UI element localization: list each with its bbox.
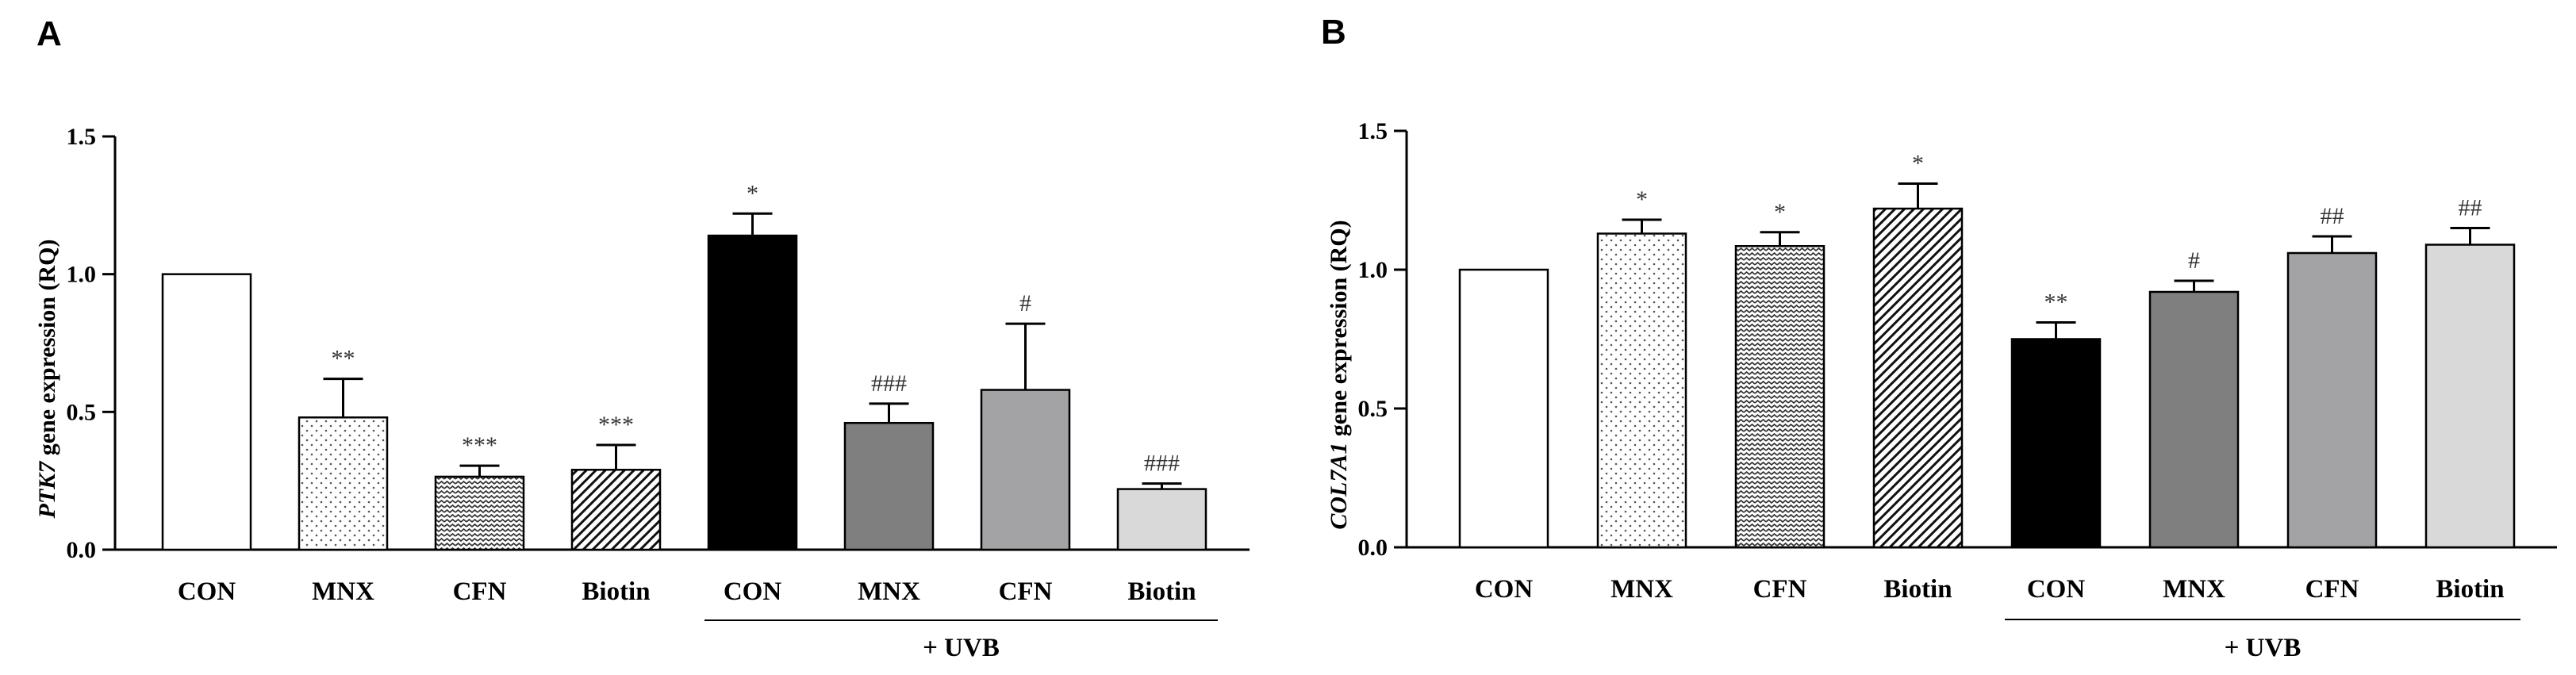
chart-b-y-axis-gene: COL7A1	[1326, 443, 1352, 530]
chart-a-category-label-1: MNX	[312, 577, 374, 606]
chart-a-y-axis-gene: PTK7	[34, 461, 60, 520]
chart-a-category-label-0: CON	[178, 577, 236, 606]
chart-a-bar-3	[570, 469, 662, 551]
chart-b-bar-0	[1458, 268, 1549, 549]
chart-a-y-tick-label: 1.0	[67, 262, 97, 288]
chart-b-category-label-5: MNX	[2163, 575, 2225, 604]
chart-b-bar-7	[2424, 244, 2516, 549]
chart-a-category-label-7: Biotin	[1127, 577, 1196, 606]
chart-a-bar-0	[161, 273, 252, 551]
chart-a-bar-1	[298, 416, 389, 551]
chart-b-category-label-0: CON	[1475, 575, 1534, 604]
chart-a-y-axis-title: PTK7 gene expression (RQ)	[34, 240, 60, 520]
chart-b-category-label-3: Biotin	[1883, 575, 1952, 604]
chart-b-bar-2	[1734, 245, 1825, 549]
chart-b-significance-1: *	[1636, 186, 1648, 213]
chart-b-category-label-7: Biotin	[2436, 575, 2504, 604]
chart-a-category-label-3: Biotin	[582, 577, 650, 606]
chart-a-y-tick-label: 0.5	[67, 399, 97, 425]
chart-a-bar-6	[980, 389, 1071, 551]
chart-a-significance-2: ***	[462, 432, 497, 458]
chart-a-significance-1: **	[332, 346, 355, 372]
chart-a-significance-7: ###	[1144, 451, 1180, 477]
chart-b-bar-5	[2148, 290, 2240, 549]
chart-b-bar-3	[1872, 207, 1964, 549]
chart-b-y-tick-label: 1.0	[1358, 257, 1388, 283]
chart-a-category-label-5: MNX	[858, 577, 920, 606]
chart-b-bar-4	[2010, 338, 2102, 549]
chart-a-category-label-2: CFN	[453, 577, 507, 606]
chart-a-significance-5: ###	[871, 370, 907, 397]
chart-a-bar-5	[843, 421, 935, 551]
chart-b-category-label-6: CFN	[2305, 575, 2359, 604]
chart-a-category-label-6: CFN	[999, 577, 1053, 606]
chart-b-y-tick-label: 0.5	[1358, 396, 1388, 422]
chart-b-group-label: + UVB	[2225, 634, 2302, 662]
chart-b-bar-1	[1596, 232, 1687, 549]
chart-a-ptk7: 0.0 0.5 1.0 1.5 PTK7 gene expression (RQ) CON…	[34, 124, 1250, 662]
panel-b-letter: B	[1321, 13, 1346, 52]
chart-a-y-tick-label: 1.5	[67, 124, 97, 150]
chart-b-y-tick-label: 1.5	[1358, 118, 1388, 144]
chart-a-group-label: + UVB	[923, 634, 1000, 662]
chart-b-significance-2: *	[1774, 199, 1786, 225]
chart-b-y-axis-title: COL7A1 gene expression (RQ)	[1326, 220, 1352, 529]
chart-a-y-axis-unit: gene expression (RQ)	[34, 240, 60, 462]
chart-b-y-tick-label: 0.0	[1358, 535, 1388, 561]
chart-b-significance-7: ##	[2459, 195, 2482, 221]
chart-b-significance-5: #	[2188, 247, 2200, 274]
chart-b-significance-6: ##	[2321, 203, 2344, 229]
chart-b-category-label-1: MNX	[1610, 575, 1673, 604]
chart-a-bar-7	[1116, 488, 1207, 551]
chart-a-category-label-4: CON	[724, 577, 782, 606]
chart-a-significance-4: *	[747, 180, 758, 206]
chart-b-y-axis-unit: gene expression (RQ)	[1326, 220, 1352, 442]
chart-b-category-label-4: CON	[2027, 575, 2086, 604]
chart-a-significance-3: ***	[598, 412, 634, 438]
chart-a-bar-2	[434, 475, 525, 551]
chart-a-significance-6: #	[1019, 290, 1031, 316]
chart-a-bar-4	[707, 234, 798, 551]
chart-b-significance-4: **	[2044, 290, 2068, 316]
chart-b-significance-3: *	[1912, 151, 1924, 177]
panel-a-letter: A	[36, 14, 62, 53]
chart-b-bar-6	[2286, 251, 2378, 549]
chart-b-category-label-2: CFN	[1753, 575, 1807, 604]
chart-a-y-tick-label: 0.0	[67, 537, 97, 563]
